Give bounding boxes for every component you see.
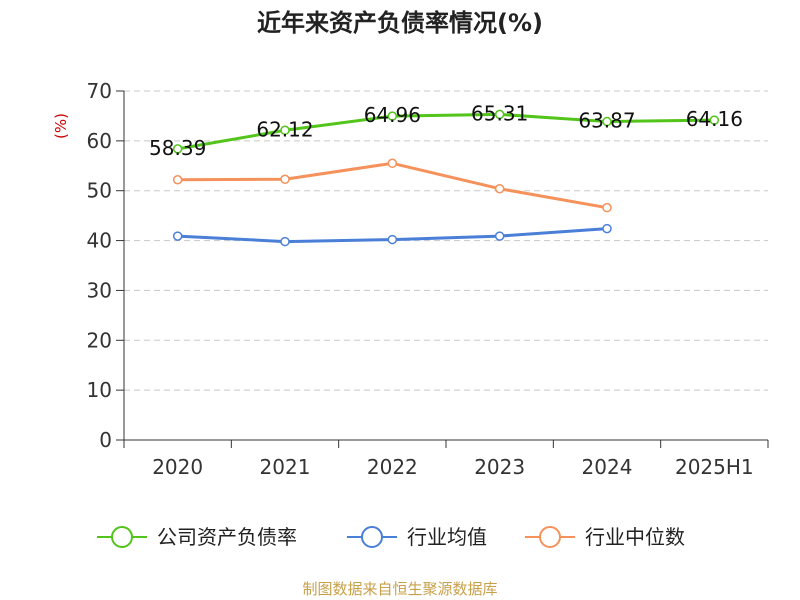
y-tick-label: 20 (87, 328, 112, 352)
legend-marker (361, 526, 383, 548)
x-tick-label: 2020 (152, 455, 203, 479)
legend-marker (111, 526, 133, 548)
y-tick-label: 70 (87, 79, 112, 103)
y-axis-unit-label: (%) (52, 113, 70, 139)
x-tick-label: 2023 (474, 455, 525, 479)
data-label: 65.31 (471, 101, 528, 125)
data-point (494, 109, 505, 120)
data-point (280, 174, 290, 184)
legend: 公司资产负债率 行业均值 行业中位数 (97, 525, 685, 549)
data-point (172, 231, 183, 241)
data-point (602, 223, 612, 234)
y-tick-label: 30 (87, 278, 112, 302)
axes: 0 10 20 30 40 50 60 70 2020 2021 2022 2023 2024 2025H… (87, 79, 769, 479)
data-point (172, 144, 183, 154)
x-tick-label: 2025H1 (675, 455, 754, 479)
legend-item: 行业中位数 (525, 525, 685, 549)
data-point (387, 234, 398, 245)
y-tick-label: 40 (87, 229, 112, 253)
legend-label: 公司资产负债率 (157, 525, 297, 549)
x-tick-label: 2021 (260, 455, 311, 479)
y-tick-label: 60 (87, 129, 112, 153)
data-label: 63.87 (578, 109, 635, 133)
data-point (602, 202, 612, 213)
series-行业均值 (172, 223, 612, 247)
data-point (387, 158, 398, 169)
legend-item: 行业均值 (347, 525, 487, 549)
data-label: 64.96 (364, 103, 421, 127)
data-labels: 58.39 62.12 64.96 65.31 63.87 64.16 (149, 101, 743, 160)
data-label: 58.39 (149, 136, 206, 160)
series-line (177, 112, 715, 151)
source-note: 制图数据来自恒生聚源数据库 (302, 580, 497, 598)
data-label: 62.12 (256, 117, 313, 141)
y-tick-label: 0 (99, 428, 112, 452)
series-公司资产负债率 (172, 109, 720, 154)
series-行业中位数 (172, 158, 612, 213)
chart-title: 近年来资产负债率情况(%) (257, 9, 543, 37)
data-point (280, 125, 290, 136)
data-point (602, 116, 612, 127)
x-tick-label: 2022 (367, 455, 418, 479)
data-point (494, 231, 505, 241)
x-tick-label: 2024 (582, 455, 633, 479)
legend-label: 行业中位数 (585, 525, 685, 549)
series-lines (172, 109, 720, 247)
legend-label: 行业均值 (407, 525, 487, 549)
y-tick-label: 50 (87, 179, 112, 203)
grid-lines (124, 90, 768, 391)
data-point (709, 115, 720, 125)
legend-marker (539, 526, 561, 548)
data-point (387, 111, 398, 121)
data-point (172, 174, 183, 185)
series-line (177, 161, 608, 210)
data-point (280, 236, 290, 247)
data-point (494, 183, 505, 194)
legend-item: 公司资产负债率 (97, 525, 297, 549)
y-tick-label: 10 (87, 378, 112, 402)
data-label: 64.16 (686, 107, 743, 131)
